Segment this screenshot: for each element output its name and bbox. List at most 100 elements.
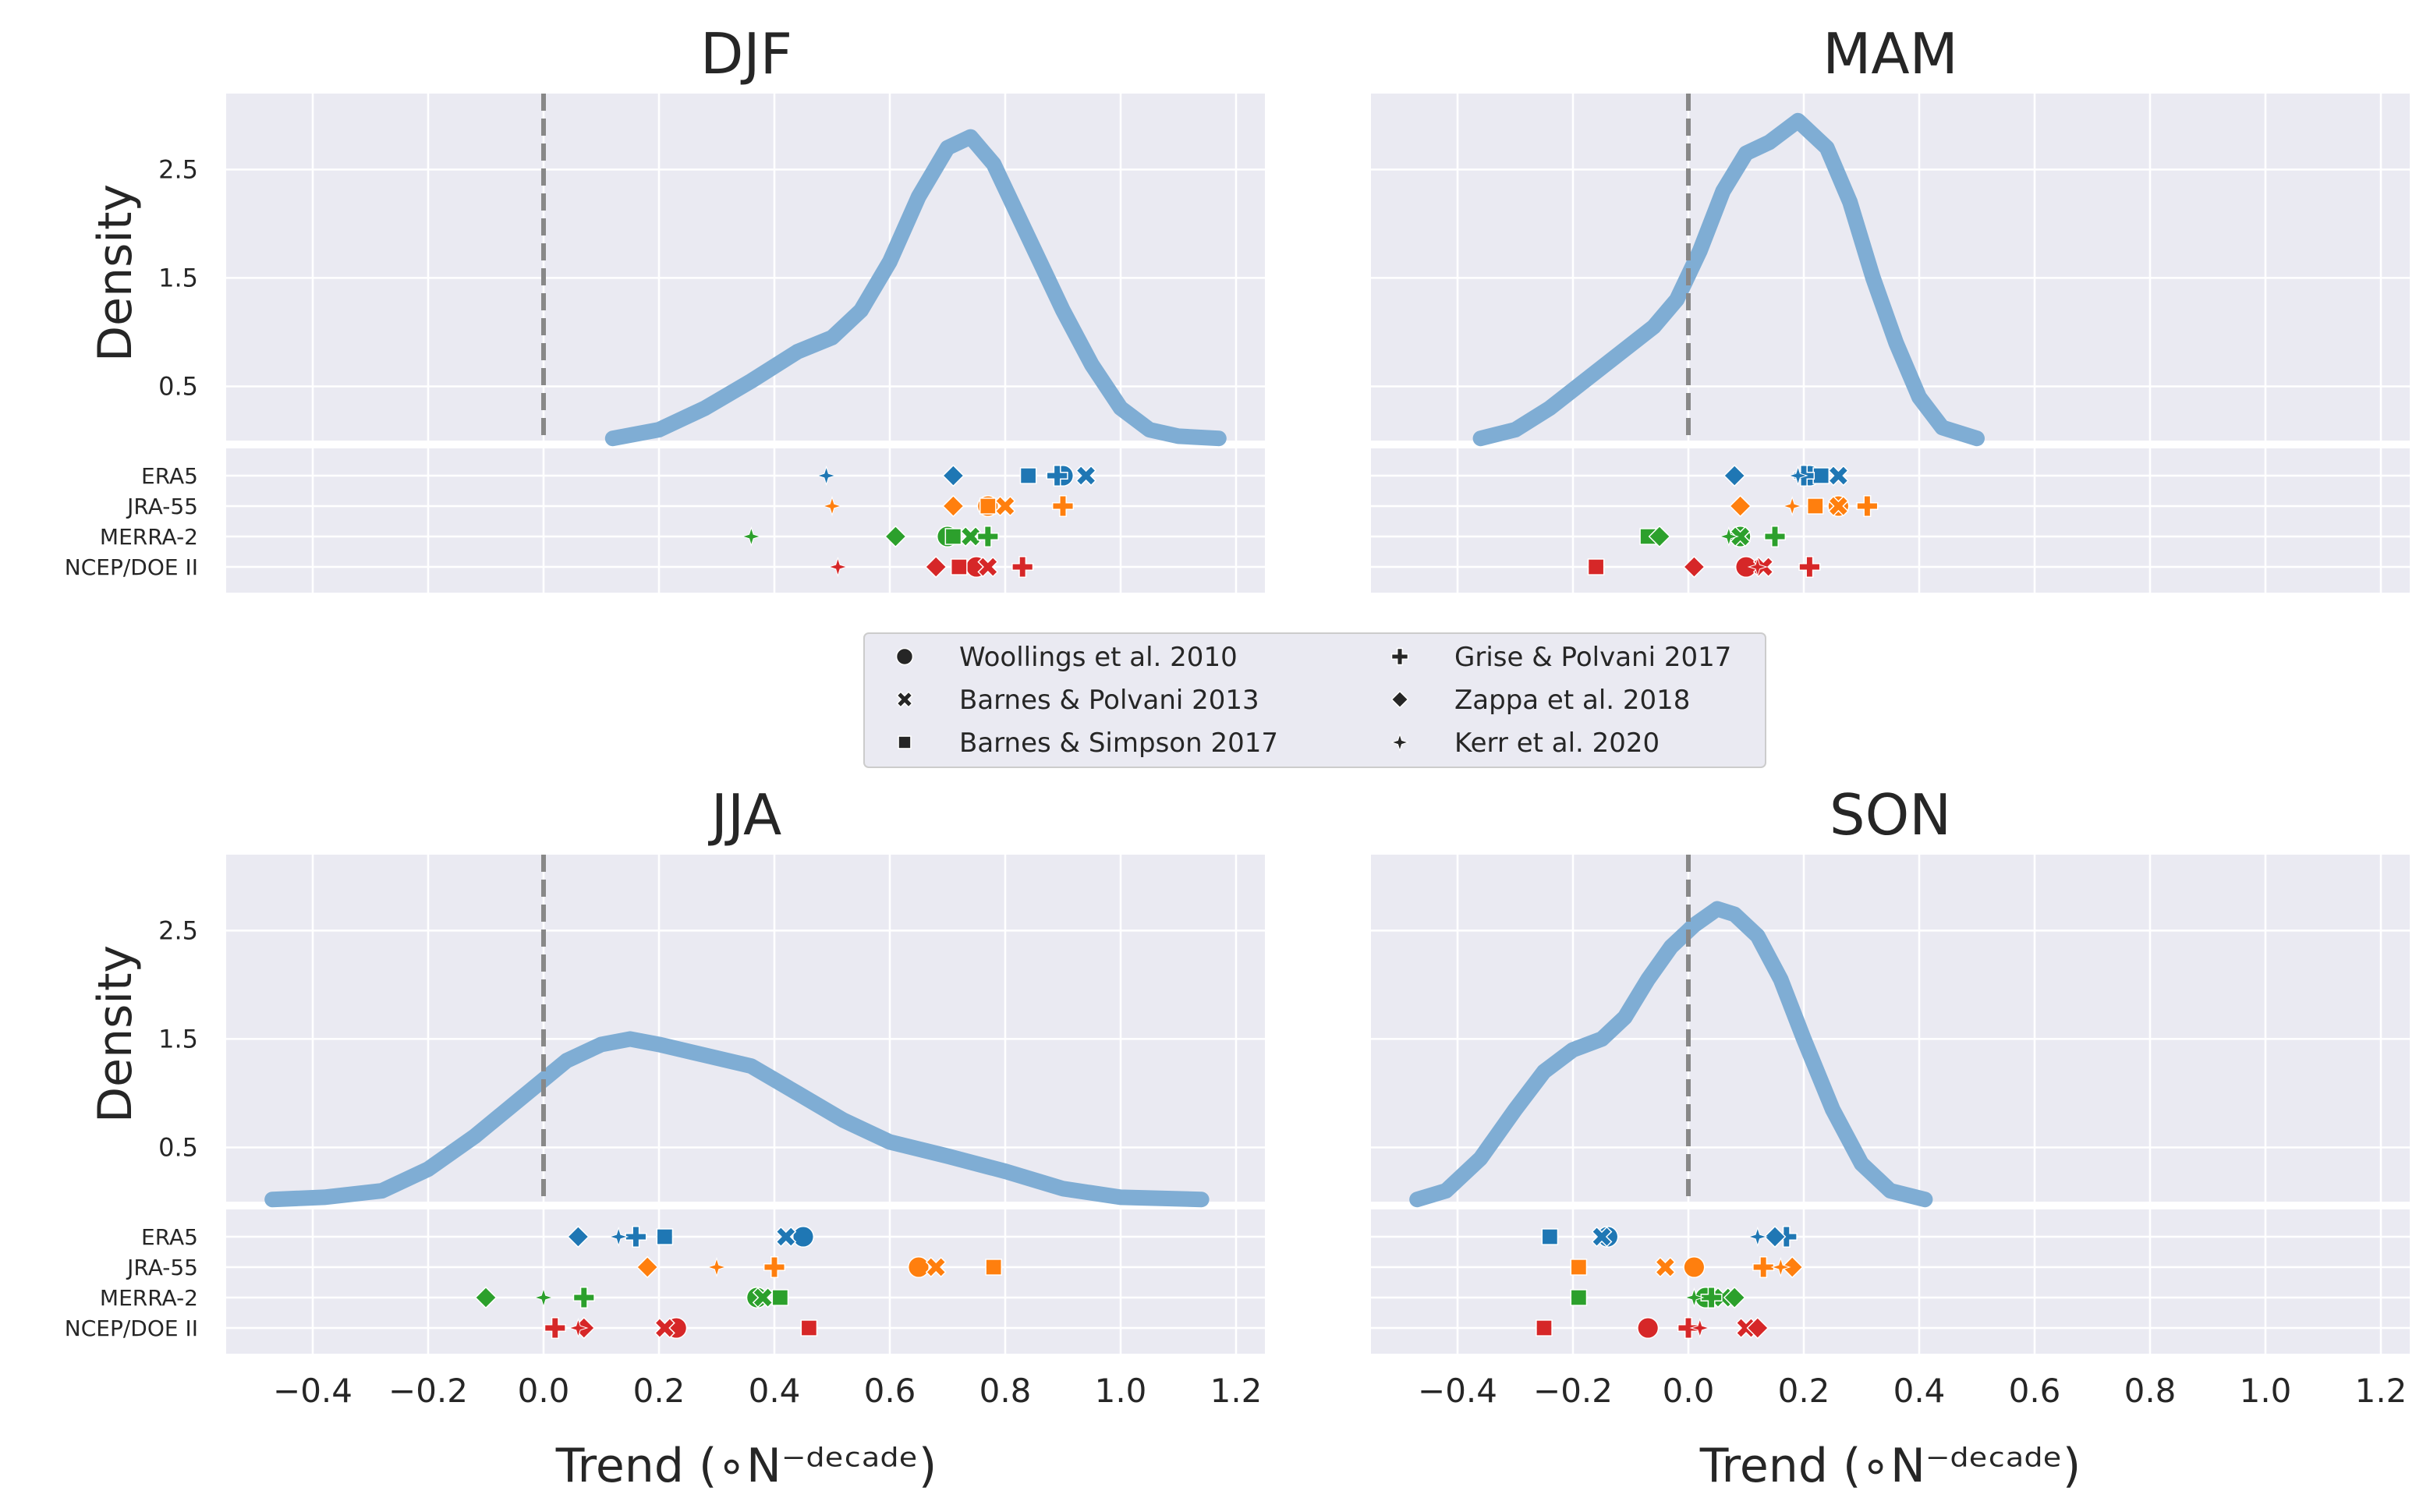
strip-marker-diamond (1683, 555, 1706, 579)
strip-marker-star (1770, 1256, 1791, 1278)
x-tick-label: −0.2 (1533, 1372, 1613, 1410)
x-tick-label: 0.6 (864, 1372, 916, 1410)
strip-marker-square (1806, 498, 1824, 515)
x-tick-label: 0.2 (633, 1372, 685, 1410)
strip-marker-x (1827, 495, 1849, 517)
strip-marker-diamond (942, 464, 965, 487)
strip-marker-square (656, 1228, 674, 1245)
x-tick-label: 0.8 (2124, 1372, 2177, 1410)
kde-curve (1472, 112, 1985, 447)
strip-marker-star (1689, 1317, 1710, 1339)
strip-marker-star (1684, 1287, 1705, 1308)
x-tick-label: −0.2 (388, 1372, 468, 1410)
kde-axes: 0.5 1.5 2.5 (158, 94, 1265, 593)
strip-marker-x (654, 1317, 675, 1339)
strip-marker-star (1718, 526, 1739, 547)
kde-curve (1409, 901, 1933, 1208)
legend-frame (863, 632, 1766, 768)
panel-title: JJA (708, 782, 781, 848)
kde-plot-area (1371, 94, 2410, 441)
panel-djf: DJF 0.5 1.5 2.5 ERA5 JRA-55 MERRA-2 NCEP/DOE … (65, 21, 1265, 593)
strip-marker-square (950, 558, 968, 575)
strip-marker-diamond (1723, 464, 1746, 487)
legend-label: Zappa et al. 2018 (1454, 685, 1690, 716)
strip-marker-x (925, 1256, 947, 1278)
strip-marker-plus (976, 525, 999, 548)
panel-son: SON −0.4 −0.2 0.0 0.2 0.4 0.6 0.8 1.0 1.2 Trend … (1371, 782, 2410, 1493)
dataset-label: ERA5 (141, 1224, 198, 1250)
strip-marker-star (1747, 1226, 1768, 1248)
x-tick-label: 1.0 (2240, 1372, 2292, 1410)
strip-marker-square (944, 528, 962, 545)
y-tick-label: 2.5 (158, 154, 198, 184)
legend-label: Grise & Polvani 2017 (1454, 642, 1731, 673)
strip-marker-plus (1051, 494, 1075, 518)
strip-marker-diamond (1648, 525, 1671, 548)
strip-marker-plus (1677, 1316, 1700, 1340)
x-tick-label: 1.2 (1210, 1372, 1263, 1410)
density-axis-label: Density (88, 945, 143, 1123)
strip-marker-plus (1763, 525, 1787, 548)
y-tick-label: 1.5 (158, 1024, 198, 1053)
x-tick-label: 0.0 (518, 1372, 570, 1410)
kde-plot-area (1371, 855, 2410, 1202)
strip-marker-x (1075, 465, 1097, 487)
strip-marker-plus (572, 1286, 595, 1309)
strip-marker-plus (763, 1255, 786, 1279)
y-tick-label: 2.5 (158, 915, 198, 945)
strip-marker-diamond (1729, 494, 1752, 518)
strip-marker-diamond (567, 1225, 590, 1248)
panel-title: SON (1830, 782, 1951, 848)
strip-marker-square (771, 1289, 789, 1306)
strip-axes: ERA5 JRA-55 MERRA-2 NCEP/DOE II −0.4 −0.2 0.0 0… (65, 1209, 1265, 1410)
strip-marker-plus (1856, 494, 1879, 518)
strip-marker-square (1570, 1289, 1588, 1306)
x-tick-label: 1.0 (1095, 1372, 1147, 1410)
strip-marker-plus (1700, 1286, 1723, 1309)
strip-marker-diamond (1763, 1225, 1787, 1248)
legend-label: Kerr et al. 2020 (1454, 728, 1660, 759)
legend-marker-square (898, 735, 912, 749)
dataset-label: MERRA-2 (100, 524, 198, 550)
strip-marker-square (1536, 1319, 1553, 1337)
x-tick-label: −0.4 (1418, 1372, 1497, 1410)
strip-marker-diamond (636, 1255, 659, 1279)
strip-marker-x (752, 1287, 774, 1308)
strip-marker-square (1587, 558, 1605, 575)
kde-axes (1371, 94, 2410, 593)
x-tick-label: 1.2 (2355, 1372, 2407, 1410)
kde-axes: 0.5 1.5 2.5 (158, 855, 1265, 1354)
strip-marker-x (1827, 465, 1849, 487)
density-axis-label: Density (88, 184, 143, 362)
x-tick-label: 0.4 (749, 1372, 801, 1410)
strip-marker-x (994, 495, 1016, 517)
x-tick-label: 0.4 (1893, 1372, 1946, 1410)
x-tick-label: 0.8 (979, 1372, 1032, 1410)
strip-marker-star (1787, 465, 1808, 487)
strip-plot-area (1371, 1209, 2410, 1354)
strip-marker-circle (907, 1255, 930, 1279)
strip-marker-square (1019, 467, 1037, 484)
panel-title: DJF (700, 21, 792, 87)
strip-marker-diamond (1723, 1286, 1746, 1309)
strip-marker-star (706, 1256, 728, 1278)
strip-marker-diamond (1780, 1255, 1804, 1279)
dataset-label: MERRA-2 (100, 1285, 198, 1311)
strip-marker-circle (792, 1225, 815, 1248)
strip-marker-circle (1683, 1255, 1706, 1279)
strip-axes: ERA5 JRA-55 MERRA-2 NCEP/DOE II (65, 448, 1265, 593)
strip-axes (1371, 448, 2410, 593)
kde-axes (1371, 855, 2410, 1354)
strip-marker-plus (1798, 555, 1821, 579)
strip-marker-square (979, 498, 997, 515)
y-tick-label: 0.5 (158, 371, 198, 401)
legend-items: Woollings et al. 2010 Barnes & Polvani 20… (895, 642, 1731, 759)
dataset-label: NCEP/DOE II (65, 1315, 198, 1341)
strip-marker-plus (1046, 464, 1068, 487)
trend-axis-label: Trend (∘N⁻ᵈᵉᶜᵃᵈᵉ) (555, 1439, 937, 1493)
x-tick-label: 0.0 (1663, 1372, 1715, 1410)
legend-marker-circle (895, 647, 914, 666)
legend-label: Woollings et al. 2010 (959, 642, 1238, 673)
panel-mam: MAM (1371, 21, 2410, 593)
strip-axes: −0.4 −0.2 0.0 0.2 0.4 0.6 0.8 1.0 1.2 (1371, 1209, 2410, 1410)
